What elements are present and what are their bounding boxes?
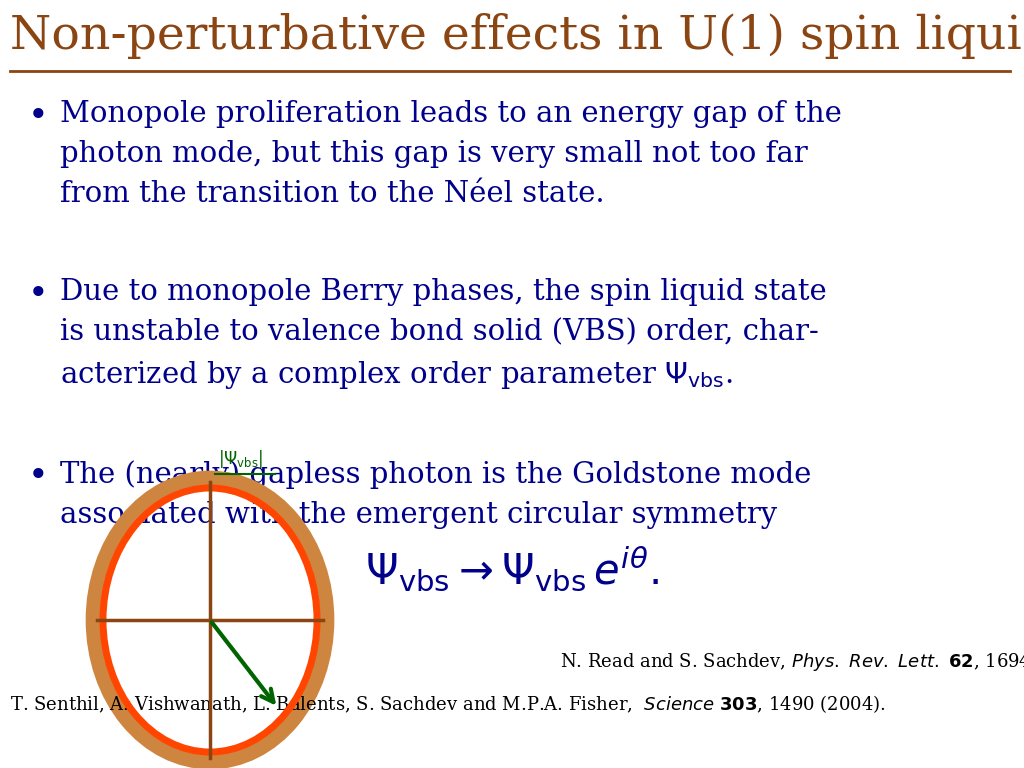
Text: $|\Psi_{\mathsf{vbs}}|$: $|\Psi_{\mathsf{vbs}}|$ <box>218 448 263 470</box>
Text: •: • <box>28 100 48 134</box>
Text: •: • <box>28 278 48 312</box>
Text: Due to monopole Berry phases, the spin liquid state
is unstable to valence bond : Due to monopole Berry phases, the spin l… <box>60 278 826 392</box>
Text: •: • <box>28 460 48 494</box>
Text: Monopole proliferation leads to an energy gap of the
photon mode, but this gap i: Monopole proliferation leads to an energ… <box>60 100 842 208</box>
Text: N. Read and S. Sachdev, $\mathit{Phys.\ Rev.\ Lett.}$ $\mathbf{62}$, 1694 (1990): N. Read and S. Sachdev, $\mathit{Phys.\ … <box>560 650 1024 673</box>
Text: The (nearly) gapless photon is the Goldstone mode
associated with the emergent c: The (nearly) gapless photon is the Golds… <box>60 460 811 529</box>
Text: Non-perturbative effects in U(1) spin liquid: Non-perturbative effects in U(1) spin li… <box>10 13 1024 59</box>
Text: $\Psi_{\mathsf{vbs}} \rightarrow \Psi_{\mathsf{vbs}}\, e^{i\theta}.$: $\Psi_{\mathsf{vbs}} \rightarrow \Psi_{\… <box>365 543 658 593</box>
Text: T. Senthil, A. Vishwanath, L. Balents, S. Sachdev and M.P.A. Fisher,  $\mathit{S: T. Senthil, A. Vishwanath, L. Balents, S… <box>10 693 886 715</box>
